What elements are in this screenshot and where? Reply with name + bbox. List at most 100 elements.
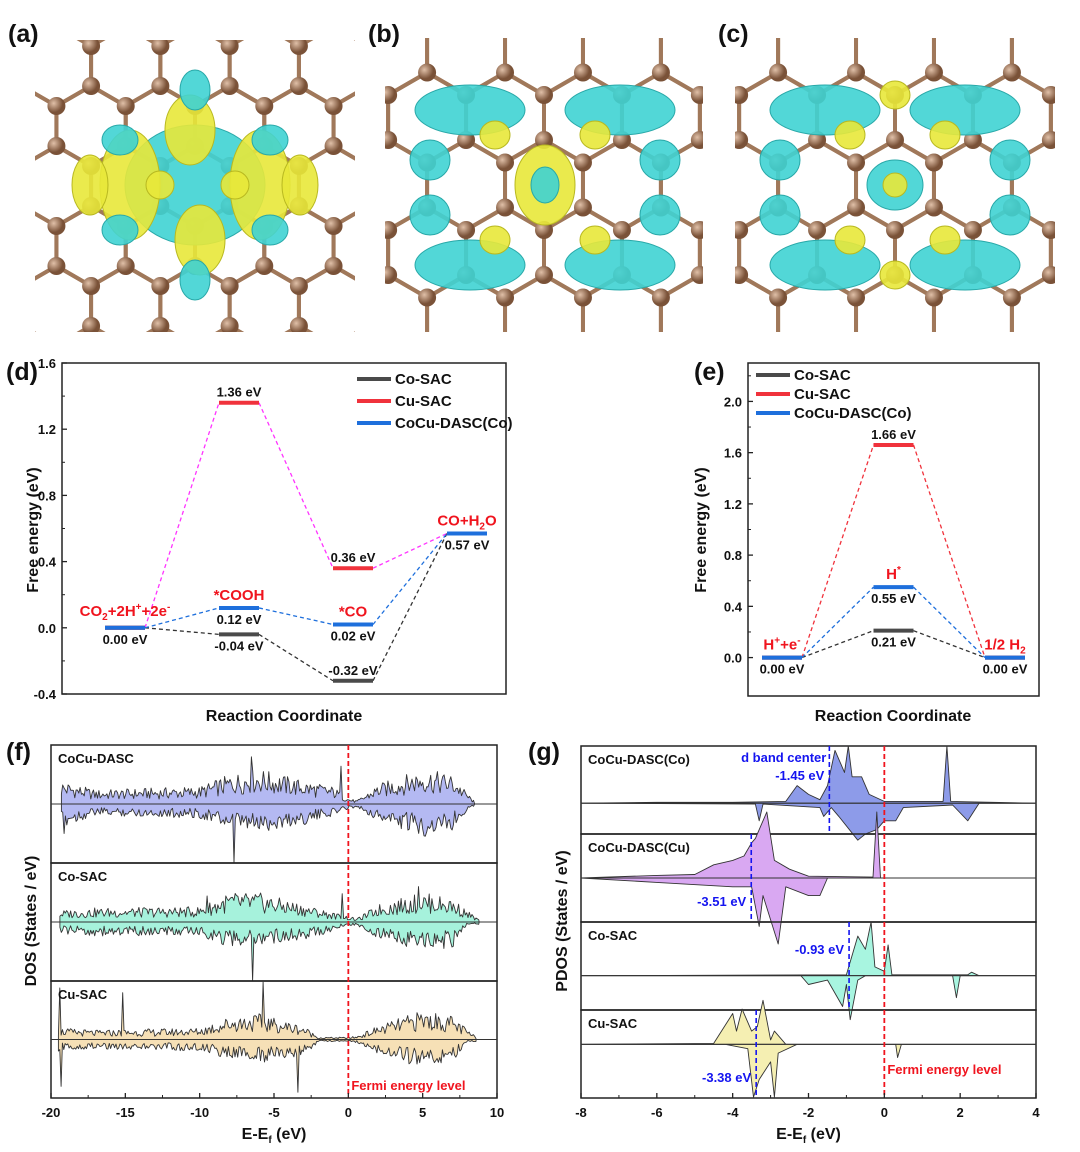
species-label: *COOH: [214, 587, 265, 604]
carbon-atom: [808, 289, 826, 307]
d-band-center-value: -3.51 eV: [697, 894, 746, 909]
charge-depletion-lobe: [759, 139, 801, 181]
carbon-atom: [289, 317, 308, 332]
carbon-atom: [613, 491, 631, 509]
charge-accumulation-lobe: [479, 120, 511, 150]
carbon-atom: [151, 277, 170, 295]
charge-accumulation-lobe: [879, 260, 911, 290]
carbon-atom: [223, 491, 241, 509]
carbon-bond: [35, 91, 59, 161]
carbon-bond: [583, 410, 661, 500]
charge-depletion-lobe: [564, 84, 676, 136]
charge-depletion-lobe: [251, 214, 289, 246]
e-xlabel: Reaction Coordinate: [815, 708, 972, 725]
charge-accumulation-lobe: [834, 120, 866, 150]
connector-line: [912, 444, 986, 658]
carbon-atom: [496, 63, 515, 82]
carbon-atom: [1041, 266, 1055, 284]
carbon-atom: [340, 334, 358, 352]
subpanel-frame: [580, 921, 1037, 1011]
carbon-atom: [1002, 63, 1021, 82]
carbon-atom: [47, 217, 66, 235]
energy-value-label: 0.12 eV: [217, 612, 262, 627]
f-ylabel: DOS (States / eV): [23, 856, 40, 987]
carbon-atom: [394, 337, 412, 355]
y-tick-label: 0.0: [38, 621, 56, 636]
carbon-atom: [457, 356, 475, 374]
spin-up-area: [580, 921, 1037, 977]
carbon-atom: [1041, 86, 1055, 104]
carbon-atom: [151, 40, 170, 55]
carbon-atom: [769, 334, 787, 352]
carbon-atom: [535, 266, 553, 284]
energy-value-label: 0.55 eV: [871, 591, 916, 606]
carbon-atom: [47, 17, 65, 35]
x-axis-label: E-Ef​ (eV): [242, 1126, 307, 1146]
carbon-atom: [964, 401, 982, 419]
carbon-atom: [184, 469, 202, 487]
charge-depletion-lobe: [414, 84, 526, 136]
charge-depletion-lobe: [989, 194, 1031, 236]
carbon-atom: [457, 221, 476, 239]
carbon-atom: [498, 437, 516, 455]
carbon-atom: [262, 469, 280, 487]
carbon-atom: [924, 198, 943, 217]
carbon-atom: [535, 491, 553, 509]
carbon-atom: [496, 198, 515, 217]
carbon-atom: [385, 131, 398, 149]
carbon-atom: [457, 131, 476, 149]
carbon-atom: [394, 97, 412, 115]
carbon-atom: [690, 131, 703, 149]
carbon-bond: [0, 266, 22, 346]
d-ylabel: Free energy (eV): [25, 467, 42, 592]
carbon-atom: [151, 437, 169, 455]
carbon-atom: [574, 19, 592, 37]
carbon-atom: [1003, 334, 1021, 352]
connector-line: [913, 630, 986, 659]
carbon-atom: [385, 266, 398, 284]
carbon-atom: [574, 356, 592, 374]
carbon-atom: [359, 157, 377, 175]
carbon-atom: [82, 77, 101, 95]
spin-up-area: [59, 886, 480, 923]
carbon-bond: [284, 323, 314, 332]
carbon-atom: [886, 289, 904, 307]
carbon-bond: [817, 0, 895, 28]
connector-line: [372, 533, 448, 682]
carbon-bond: [1048, 90, 1055, 145]
carbon-atom: [340, 19, 358, 37]
carbon-atom: [847, 153, 866, 172]
carbon-bond: [385, 272, 430, 332]
carbon-atom: [117, 377, 135, 395]
carbon-atom: [301, 356, 319, 374]
carbon-bond: [0, 386, 22, 466]
d-band-center-title: d band center: [741, 750, 826, 765]
energy-value-label: 1.66 eV: [871, 427, 916, 442]
carbon-atom: [730, 424, 748, 442]
carbon-atom: [184, 424, 202, 442]
carbon-atom: [13, 397, 31, 415]
carbon-atom: [735, 221, 749, 239]
carbon-atom: [847, 334, 865, 352]
y-tick-label: 1.2: [724, 497, 742, 512]
charge-accumulation-lobe: [145, 170, 175, 200]
carbon-atom: [769, 356, 787, 374]
spin-down-area: [580, 975, 1037, 1021]
charge-accumulation-lobe: [834, 225, 866, 255]
carbon-atom: [651, 63, 670, 82]
carbon-bond: [403, 0, 472, 46]
carbon-atom: [691, 289, 709, 307]
charge-depletion-lobe: [639, 194, 681, 236]
x-tick-label: 0: [881, 1105, 888, 1120]
charge-depletion-lobe: [179, 69, 211, 111]
subpanel-label: Co-SAC: [588, 928, 638, 943]
carbon-bond: [658, 272, 703, 332]
subpanel-frame: [580, 1009, 1037, 1099]
carbon-bond: [503, 272, 585, 332]
carbon-atom: [532, 17, 550, 35]
carbon-atom: [847, 198, 866, 217]
carbon-bond: [22, 386, 91, 466]
carbon-atom: [808, 154, 826, 172]
subpanel-label: CoCu-DASC(Co): [588, 752, 690, 767]
carbon-bond: [778, 0, 856, 28]
